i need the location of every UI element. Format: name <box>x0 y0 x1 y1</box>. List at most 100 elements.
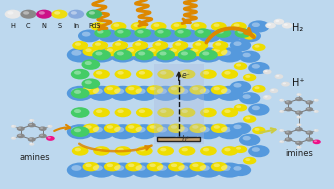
Circle shape <box>110 163 136 178</box>
Circle shape <box>47 137 52 140</box>
Circle shape <box>71 69 90 79</box>
Text: N: N <box>42 23 46 29</box>
Circle shape <box>282 22 293 29</box>
Circle shape <box>114 50 124 56</box>
Circle shape <box>12 125 14 126</box>
Circle shape <box>131 47 158 63</box>
Circle shape <box>94 28 111 38</box>
Circle shape <box>86 125 92 129</box>
Circle shape <box>192 48 198 52</box>
Circle shape <box>267 23 271 26</box>
Circle shape <box>160 51 167 56</box>
Circle shape <box>234 28 252 38</box>
Circle shape <box>147 85 163 95</box>
Circle shape <box>114 88 124 94</box>
Circle shape <box>252 43 266 51</box>
Circle shape <box>314 129 319 132</box>
Circle shape <box>82 85 99 95</box>
Circle shape <box>286 108 289 109</box>
Circle shape <box>23 11 29 15</box>
Text: PdS: PdS <box>88 23 101 29</box>
Circle shape <box>175 42 181 46</box>
Circle shape <box>233 41 241 46</box>
Circle shape <box>275 20 280 22</box>
Circle shape <box>96 109 102 113</box>
Circle shape <box>297 124 299 125</box>
Circle shape <box>93 23 99 27</box>
Circle shape <box>263 95 272 100</box>
Circle shape <box>71 88 90 99</box>
Circle shape <box>92 50 111 60</box>
Circle shape <box>115 69 131 79</box>
Circle shape <box>85 80 92 84</box>
Circle shape <box>307 138 310 140</box>
Circle shape <box>74 71 81 75</box>
Circle shape <box>182 109 188 113</box>
Circle shape <box>239 51 260 63</box>
Circle shape <box>78 29 101 42</box>
Circle shape <box>248 104 270 116</box>
Circle shape <box>295 127 303 131</box>
Circle shape <box>215 42 221 46</box>
Circle shape <box>242 53 251 57</box>
Circle shape <box>93 69 110 79</box>
Circle shape <box>157 146 174 156</box>
Circle shape <box>147 162 163 171</box>
Circle shape <box>181 51 188 56</box>
Circle shape <box>307 131 310 133</box>
Circle shape <box>149 163 156 167</box>
Circle shape <box>174 86 200 101</box>
Text: H⁺: H⁺ <box>292 78 305 88</box>
Circle shape <box>254 23 260 27</box>
Circle shape <box>74 90 81 94</box>
Circle shape <box>39 134 47 138</box>
Circle shape <box>296 98 299 99</box>
Circle shape <box>263 69 272 74</box>
Circle shape <box>132 41 148 50</box>
Circle shape <box>47 125 52 128</box>
Circle shape <box>214 28 231 38</box>
Circle shape <box>160 71 166 75</box>
Circle shape <box>315 129 316 131</box>
Circle shape <box>93 88 103 94</box>
Circle shape <box>125 85 142 95</box>
Circle shape <box>286 138 289 140</box>
Circle shape <box>48 137 50 138</box>
Circle shape <box>195 124 222 139</box>
Circle shape <box>104 47 121 56</box>
Circle shape <box>74 71 81 75</box>
Circle shape <box>104 162 121 171</box>
Circle shape <box>182 71 188 75</box>
Circle shape <box>280 111 282 112</box>
Circle shape <box>171 125 177 129</box>
Circle shape <box>280 129 282 131</box>
Circle shape <box>252 147 260 152</box>
Circle shape <box>71 11 77 15</box>
Circle shape <box>199 50 218 60</box>
Circle shape <box>149 48 156 52</box>
Circle shape <box>236 147 241 150</box>
Circle shape <box>314 140 317 142</box>
Text: C: C <box>26 23 31 29</box>
Circle shape <box>200 165 210 171</box>
Circle shape <box>285 100 292 105</box>
Text: amines: amines <box>20 153 50 162</box>
Circle shape <box>284 23 288 26</box>
Circle shape <box>221 146 238 156</box>
Circle shape <box>125 162 142 171</box>
Circle shape <box>200 50 210 56</box>
Circle shape <box>200 127 210 132</box>
Circle shape <box>91 22 107 31</box>
Circle shape <box>12 137 14 138</box>
Circle shape <box>93 165 103 171</box>
Circle shape <box>178 50 188 56</box>
Circle shape <box>233 83 241 88</box>
Circle shape <box>82 124 99 133</box>
Circle shape <box>107 48 113 52</box>
Circle shape <box>264 70 268 72</box>
Circle shape <box>157 30 164 34</box>
Circle shape <box>236 64 241 67</box>
Circle shape <box>279 110 284 113</box>
Circle shape <box>275 74 283 79</box>
Circle shape <box>136 127 146 132</box>
